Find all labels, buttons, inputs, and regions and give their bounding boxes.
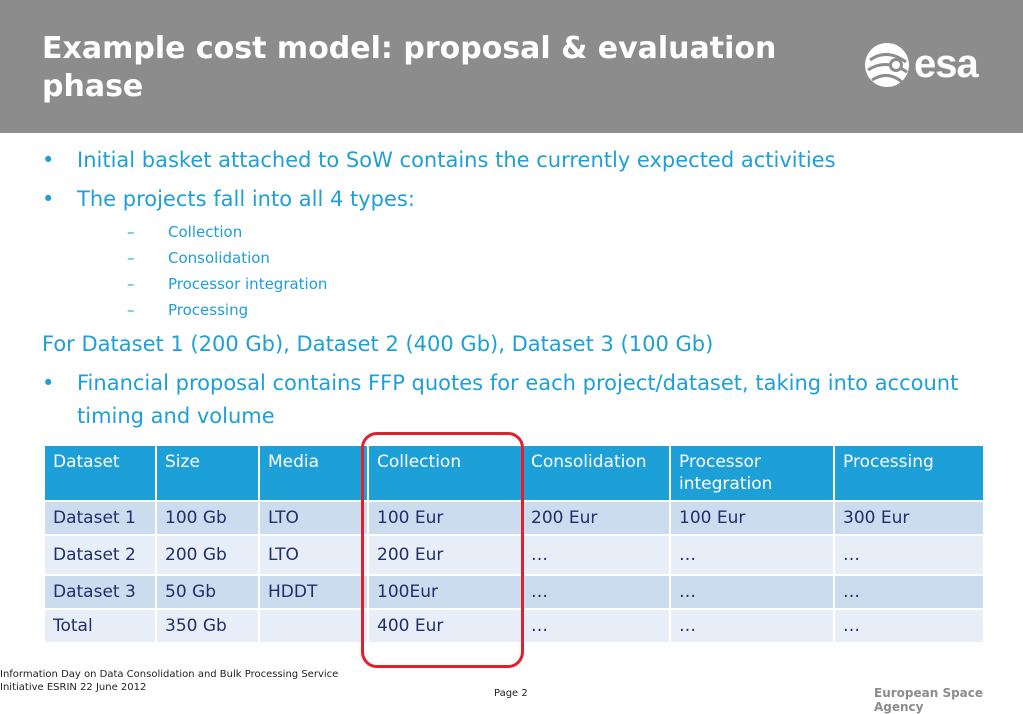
table-row: Dataset 2 200 Gb LTO 200 Eur … … … <box>43 534 985 576</box>
esa-logo-icon <box>865 43 909 87</box>
cost-table: Dataset Size Media Collection Consolidat… <box>43 444 985 644</box>
table-header-row: Dataset Size Media Collection Consolidat… <box>43 444 985 502</box>
table-row: Dataset 1 100 Gb LTO 100 Eur 200 Eur 100… <box>43 500 985 536</box>
cell: LTO <box>258 534 369 576</box>
cell: … <box>521 534 671 576</box>
cell: 100Eur <box>367 574 523 610</box>
sub-marker: – <box>127 275 135 293</box>
header-bar: Example cost model: proposal & evaluatio… <box>0 0 1023 133</box>
header-consolidation: Consolidation <box>521 444 671 502</box>
total-label: Total <box>43 608 157 644</box>
cell: 350 Gb <box>155 608 260 644</box>
bullet-text: The projects fall into all 4 types: <box>77 187 415 211</box>
cell: Dataset 3 <box>43 574 157 610</box>
cell: … <box>833 574 985 610</box>
cell: 100 Eur <box>669 500 835 536</box>
cell: … <box>833 534 985 576</box>
table-row: Total 350 Gb 400 Eur … … … <box>43 608 985 644</box>
cell: … <box>521 608 671 644</box>
cell: Dataset 1 <box>43 500 157 536</box>
header-processing: Processing <box>833 444 985 502</box>
esa-logo-text: esa <box>914 42 979 86</box>
bullet-marker: • <box>42 148 55 172</box>
footer-event: Information Day on Data Consolidation an… <box>0 669 339 693</box>
cell: Dataset 2 <box>43 534 157 576</box>
header-processor-integration: Processor integration <box>669 444 835 502</box>
cell: 50 Gb <box>155 574 260 610</box>
header-size: Size <box>155 444 260 502</box>
cell: 300 Eur <box>833 500 985 536</box>
cell: … <box>669 608 835 644</box>
cell: … <box>669 574 835 610</box>
sub-item-processing: Processing <box>168 301 249 319</box>
dataset-line: For Dataset 1 (200 Gb), Dataset 2 (400 G… <box>42 332 714 356</box>
header-dataset: Dataset <box>43 444 157 502</box>
sub-item-processor-integration: Processor integration <box>168 275 328 293</box>
esa-logo: esa <box>862 40 1002 92</box>
page-number: Page 2 <box>494 688 528 699</box>
collection-highlight-box <box>361 432 524 668</box>
cell: … <box>521 574 671 610</box>
slide-title: Example cost model: proposal & evaluatio… <box>42 31 777 104</box>
cell: 100 Gb <box>155 500 260 536</box>
table-row: Dataset 3 50 Gb HDDT 100Eur … … … <box>43 574 985 610</box>
bullet-marker: • <box>42 187 55 211</box>
cell <box>258 608 369 644</box>
sub-marker: – <box>127 249 135 267</box>
cell: 200 Gb <box>155 534 260 576</box>
bullet-marker: • <box>42 371 55 395</box>
cell: … <box>669 534 835 576</box>
cell: … <box>833 608 985 644</box>
footer-agency: European Space Agency <box>874 686 984 714</box>
sub-marker: – <box>127 301 135 319</box>
sub-item-consolidation: Consolidation <box>168 249 270 267</box>
bullet-text: Initial basket attached to SoW contains … <box>77 148 836 172</box>
header-media: Media <box>258 444 369 502</box>
header-collection: Collection <box>367 444 523 502</box>
cell: LTO <box>258 500 369 536</box>
cell: HDDT <box>258 574 369 610</box>
sub-marker: – <box>127 223 135 241</box>
cell: 200 Eur <box>367 534 523 576</box>
sub-item-collection: Collection <box>168 223 243 241</box>
cell: 400 Eur <box>367 608 523 644</box>
bullet-text: Financial proposal contains FFP quotes f… <box>77 371 959 428</box>
cell: 200 Eur <box>521 500 671 536</box>
